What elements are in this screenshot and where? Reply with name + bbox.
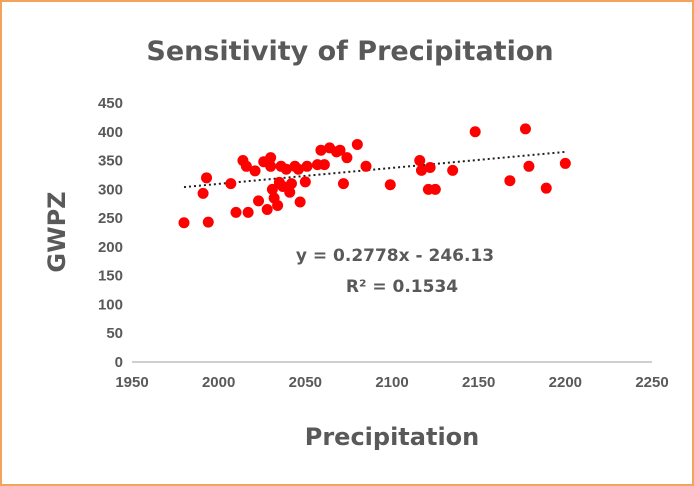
data-point — [469, 126, 481, 138]
data-point — [253, 195, 265, 207]
y-tick-label: 400 — [98, 124, 123, 141]
data-point — [351, 138, 363, 150]
data-point — [415, 164, 427, 176]
x-axis-ticks: 1950 2000 2050 2100 2150 2200 2250 — [115, 374, 668, 391]
data-point — [225, 178, 237, 190]
data-points — [178, 123, 571, 229]
data-point — [285, 178, 297, 190]
chart-title: Sensitivity of Precipitation — [146, 36, 553, 67]
x-tick-label: 2200 — [549, 374, 582, 391]
trendline-layer — [183, 150, 566, 189]
data-point — [315, 144, 327, 156]
data-point — [197, 187, 209, 199]
data-point — [266, 183, 278, 195]
y-tick-label: 250 — [98, 210, 123, 227]
trendline — [183, 150, 566, 189]
x-tick-label: 1950 — [115, 374, 148, 391]
data-point — [429, 183, 441, 195]
x-axis-title: Precipitation — [305, 423, 480, 451]
data-point — [280, 163, 292, 175]
x-tick-label: 2100 — [375, 374, 408, 391]
data-point — [559, 157, 571, 169]
data-point — [334, 144, 346, 156]
data-point — [447, 164, 459, 176]
data-point — [504, 175, 516, 187]
data-point — [242, 206, 254, 218]
data-point — [519, 123, 531, 135]
data-point — [265, 152, 277, 164]
x-tick-label: 2250 — [635, 374, 668, 391]
data-point — [261, 203, 273, 215]
x-tick-label: 2150 — [462, 374, 495, 391]
data-point — [294, 196, 306, 208]
data-point — [318, 159, 330, 171]
x-tick-label: 2000 — [202, 374, 235, 391]
data-point — [414, 155, 426, 167]
data-point — [249, 165, 261, 177]
data-point — [540, 182, 552, 194]
data-point — [284, 186, 296, 198]
data-point — [384, 179, 396, 191]
y-tick-label: 350 — [98, 153, 123, 170]
trendline-r-squared: R² = 0.1534 — [346, 277, 458, 297]
data-point — [265, 160, 277, 172]
y-tick-label: 150 — [98, 268, 123, 285]
data-point — [201, 172, 213, 184]
data-point — [341, 152, 353, 164]
data-point — [178, 217, 190, 229]
data-point — [424, 161, 436, 173]
data-point — [523, 160, 535, 172]
data-point — [360, 160, 372, 172]
y-tick-label: 200 — [98, 239, 123, 256]
data-point — [202, 216, 214, 228]
data-point — [240, 160, 252, 172]
data-point — [230, 206, 242, 218]
data-point — [292, 163, 304, 175]
y-axis-title: GWPZ — [43, 191, 71, 272]
y-tick-label: 0 — [115, 354, 123, 371]
x-tick-label: 2050 — [289, 374, 322, 391]
data-point — [337, 178, 349, 190]
y-axis-ticks: 0 50 100 150 200 250 300 350 400 450 — [98, 95, 123, 371]
y-tick-label: 50 — [106, 325, 123, 342]
data-point — [301, 160, 313, 172]
y-tick-label: 100 — [98, 296, 123, 313]
data-point — [299, 176, 311, 188]
y-tick-label: 300 — [98, 181, 123, 198]
y-tick-label: 450 — [98, 95, 123, 112]
trendline-equation: y = 0.2778x - 246.13 — [296, 246, 494, 266]
data-point — [272, 199, 284, 211]
